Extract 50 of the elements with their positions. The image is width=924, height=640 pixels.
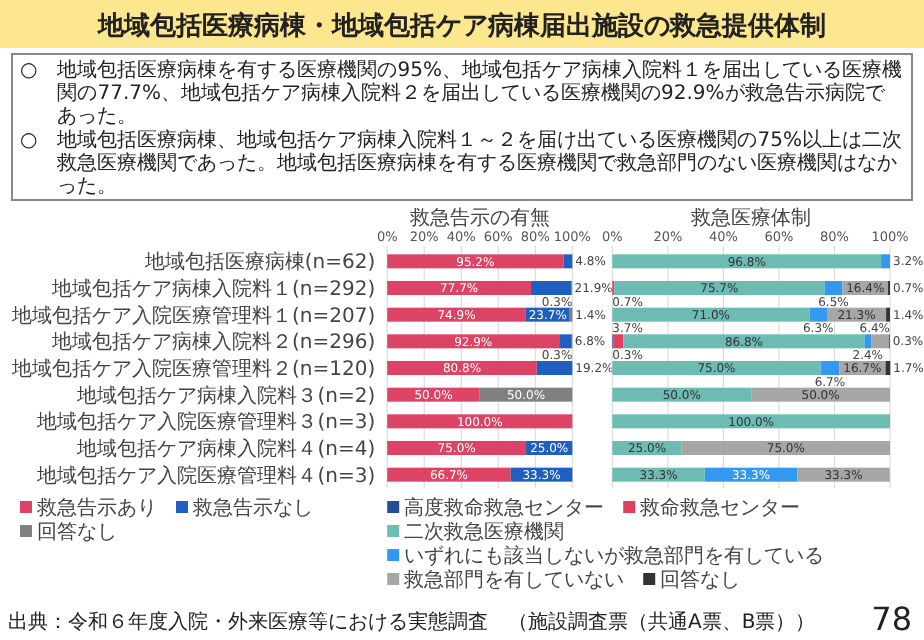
bar [623,334,865,349]
bar [559,334,572,349]
bar [387,254,564,269]
bar [612,307,810,322]
heading-band: 地域包括医療病棟・地域包括ケア病棟届出施設の救急提供体制 [0,0,924,48]
bar [612,254,882,269]
bar [613,334,624,349]
y-tick-label: 地域包括ケア入院医療管理料３(n=3) [35,410,376,435]
text: 78 [871,600,912,638]
bar [612,387,752,402]
legend-label: いずれにも該当しないが救急部門を有している [404,544,825,568]
y-tick-label: 地域包括ケア病棟入院料３(n=2) [75,383,376,408]
bar [387,414,573,429]
bar [820,361,840,375]
bar [387,307,526,322]
legend-label: 救命救急センター [638,496,801,520]
bar [864,334,872,349]
bar [531,281,572,295]
bar [387,281,532,295]
source-note: 出典：令和６年度入院・外来医療等における実態調査 （施設調査票（共通A票、B票）） [8,610,816,634]
bar [387,441,527,455]
bar [563,254,573,269]
bar [824,281,843,295]
bar [387,334,560,349]
bar [387,361,537,375]
y-tick-label: 地域包括ケア入院医療管理料１(n=207) [10,303,376,328]
bar [809,307,827,322]
bar [681,441,890,455]
bar [612,361,821,375]
y-tick-label: 地域包括ケア入院医療管理料２(n=120) [10,357,376,381]
legend-label: 高度救命救急センター [404,496,605,520]
bar [871,334,889,349]
summary-box: ○ 地域包括医療病棟を有する医療機関の95%、地域包括ケア病棟入院料１を届出している医療機関の77.7%、地域包括ケア病棟入院料２を届出している医療機関の92.9%が救急告示病院であった。 ○ 地域包括医療病棟、地域包括ケア病棟入院料１～２を届け出ている医療機関の75%以上は二次救急医療機関であった。地域包括医療病棟を有する医療機関で救急部門のない医療機関はなかった。 [11,53,913,201]
bar [536,361,573,375]
bar [614,281,825,295]
y-tick-label: 地域包括ケア病棟入院料２(n=296) [50,330,376,355]
y-tick-label: 地域包括ケア病棟入院料１(n=292) [50,277,376,301]
bar [612,414,890,429]
legend-label: 救急部門を有していない [402,568,625,592]
legend-label: 回答なし [37,520,117,544]
chart-title: 救急医療体制 [689,206,812,230]
legend-label: 救急告示なし [191,496,313,520]
y-tick-label: 地域包括ケア入院医療管理料４(n=3) [35,463,376,488]
chart-title: 救急告示の有無 [407,206,550,230]
legend-label: 救急告示あり [35,496,157,520]
legend-label: 二次救急医療機関 [404,520,565,544]
bar [881,254,890,269]
legend-label: 回答なし [660,568,741,592]
y-tick-label: 地域包括ケア病棟入院料４(n=4) [75,437,376,461]
y-tick-label: 地域包括医療病棟(n=62) [142,250,376,275]
